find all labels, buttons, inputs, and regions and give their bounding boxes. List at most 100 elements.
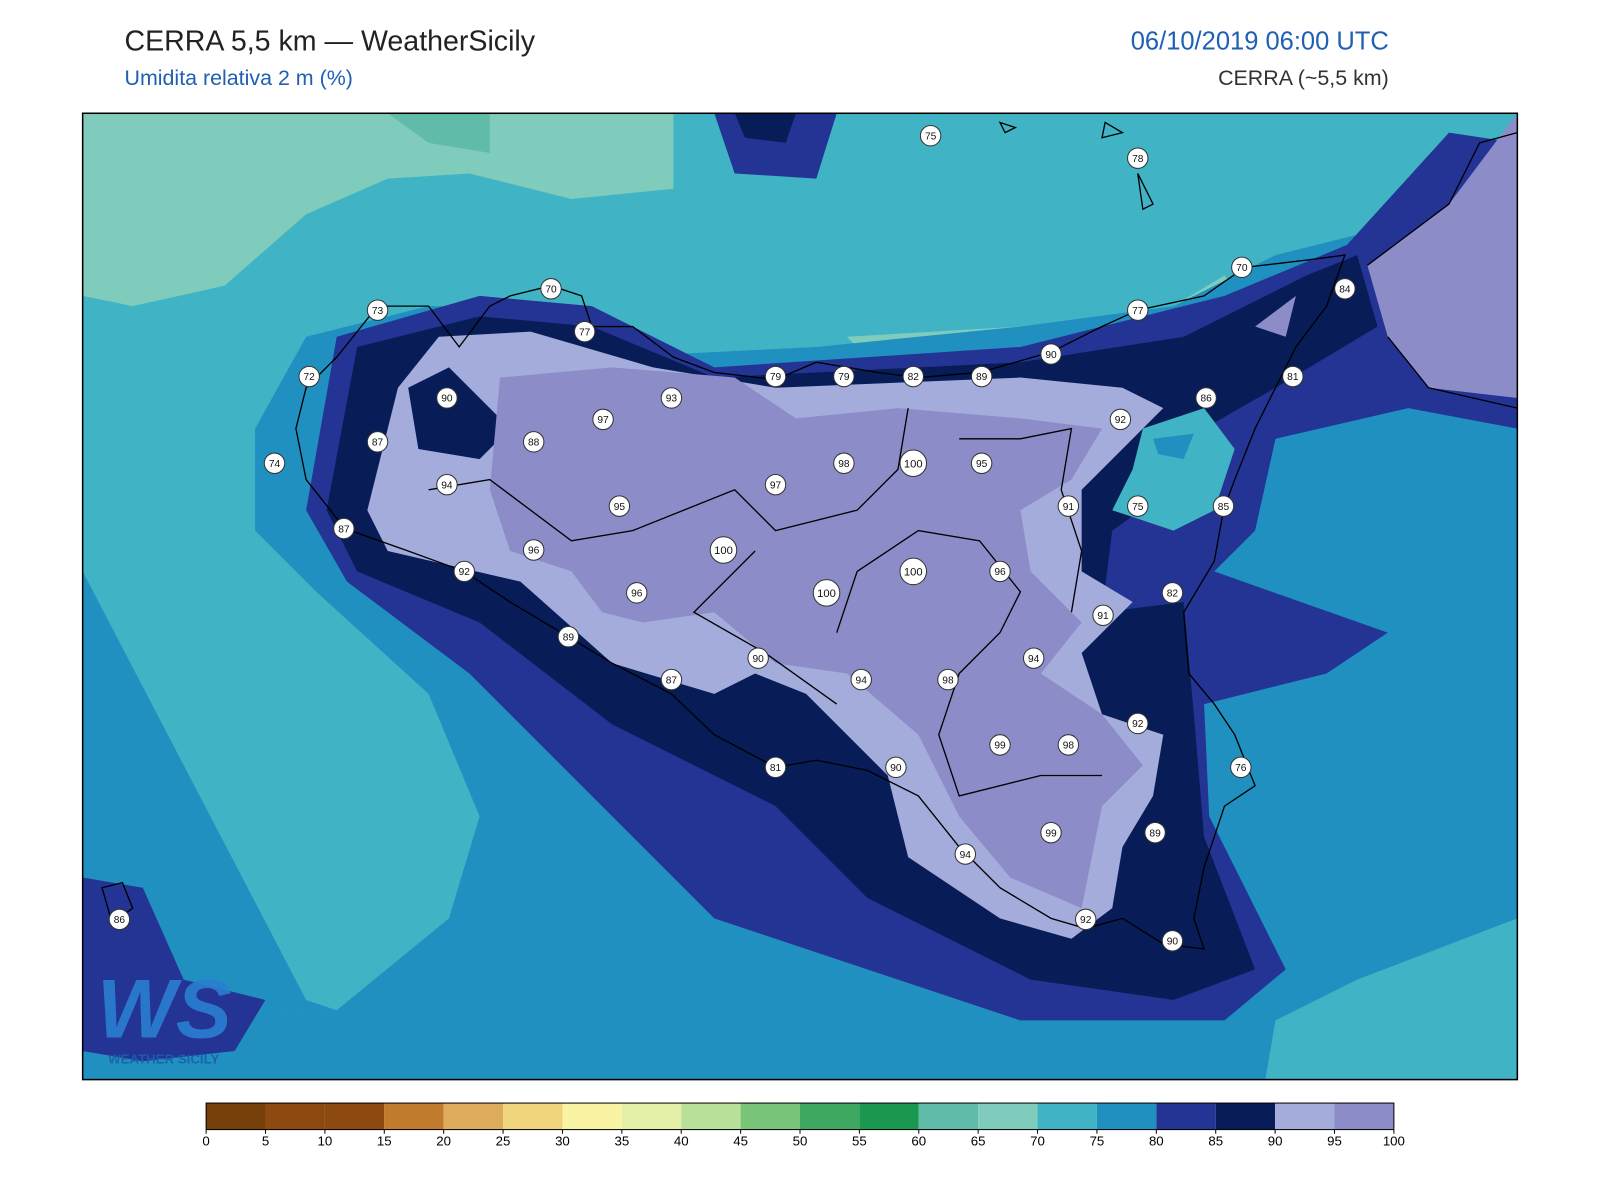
station-marker (989, 734, 1011, 756)
colorbar-tick-label: 15 (377, 1133, 392, 1148)
station-marker (812, 579, 841, 607)
station-value: 89 (1149, 828, 1161, 839)
colorbar-tick-label: 60 (911, 1133, 926, 1148)
station-value: 89 (976, 372, 988, 383)
station-value: 75 (1132, 502, 1144, 513)
colorbar-swatch (1215, 1103, 1276, 1130)
station-value: 77 (579, 327, 591, 338)
station-value: 95 (976, 459, 988, 470)
colorbar-tick-label: 10 (318, 1133, 333, 1148)
station-marker (1127, 147, 1149, 169)
colorbar-tick-label: 65 (971, 1133, 986, 1148)
station-value: 90 (890, 763, 902, 774)
station-marker (1127, 495, 1149, 517)
station-value: 90 (441, 394, 453, 405)
station-marker (108, 908, 131, 931)
station-marker (899, 449, 928, 478)
station-marker (573, 320, 596, 343)
colorbar-swatch (503, 1103, 563, 1130)
colorbar-tick-label: 20 (436, 1133, 451, 1148)
station-marker (298, 365, 320, 388)
station-value: 74 (269, 459, 281, 470)
station-marker (764, 473, 787, 496)
colorbar-tick-label: 30 (555, 1133, 570, 1148)
colorbar-tick-label: 70 (1030, 1133, 1045, 1148)
station-marker (1127, 299, 1149, 321)
colorbar-tick-label: 95 (1327, 1133, 1342, 1148)
station-value: 100 (714, 545, 733, 557)
station-marker (1161, 582, 1184, 604)
contour-band (734, 113, 796, 143)
station-marker (954, 843, 977, 865)
colorbar-swatch (324, 1103, 385, 1130)
station-marker (660, 387, 683, 409)
station-value: 73 (372, 306, 384, 317)
station-marker (263, 452, 286, 474)
colorbar-tick-label: 35 (614, 1133, 629, 1148)
station-value: 92 (1132, 719, 1144, 730)
logo-initials: WS (97, 961, 232, 1055)
station-value: 94 (441, 480, 453, 491)
station-value: 90 (1167, 937, 1179, 948)
station-value: 89 (563, 632, 575, 643)
station-marker (1040, 821, 1062, 844)
colorbar-swatch (206, 1103, 266, 1130)
station-value: 92 (1080, 915, 1092, 926)
station-value: 99 (994, 741, 1006, 752)
colorbar-swatch (918, 1103, 979, 1130)
colorbar-tick-label: 80 (1149, 1133, 1164, 1148)
station-marker (540, 278, 562, 300)
station-marker (747, 647, 769, 669)
station-value: 82 (908, 372, 920, 383)
colorbar-swatch (1156, 1103, 1216, 1130)
station-value: 77 (1132, 306, 1144, 317)
station-marker (366, 299, 389, 321)
colorbar-swatch (681, 1103, 741, 1130)
colorbar-tick-label: 85 (1208, 1133, 1223, 1148)
station-marker (937, 668, 959, 691)
station-value: 97 (597, 415, 609, 426)
station-marker (1161, 930, 1184, 952)
station-marker (608, 495, 631, 517)
station-value: 85 (1218, 502, 1230, 513)
station-marker (333, 517, 355, 540)
station-value: 98 (942, 675, 954, 686)
station-marker (522, 431, 545, 453)
contour-band (387, 113, 490, 154)
station-value: 87 (338, 524, 350, 535)
map-frame (81, 112, 1519, 1081)
station-marker (833, 452, 855, 474)
station-value: 75 (925, 131, 937, 142)
station-marker (626, 582, 648, 604)
contour-band (408, 367, 511, 460)
station-value: 96 (994, 567, 1006, 578)
coastline (428, 408, 1103, 797)
station-marker (902, 365, 924, 388)
station-marker (1057, 495, 1080, 517)
station-marker (1057, 734, 1080, 756)
colorbar-tick-label: 0 (202, 1133, 209, 1148)
colorbar-swatch (384, 1103, 444, 1130)
station-marker (970, 365, 993, 388)
station-marker (1195, 387, 1217, 409)
datetime: 06/10/2019 06:00 UTC (1131, 28, 1389, 56)
station-marker (1127, 712, 1149, 735)
colorbar-swatch (978, 1103, 1038, 1130)
colorbar: 0 5 10 15 20 25 30 35 40 45 50 55 60 65 70 75 80 85 90 95 10… (202, 1102, 1405, 1148)
station-value: 86 (114, 915, 126, 926)
station-marker (1282, 365, 1304, 388)
logo-name: WEATHER SICILY (108, 1052, 219, 1067)
station-marker (453, 560, 475, 583)
station-value: 92 (459, 567, 471, 578)
subtitle: Umidita relativa 2 m (%) (124, 66, 352, 90)
station-marker (1231, 256, 1253, 279)
station-value: 81 (1287, 372, 1299, 383)
station-value: 84 (1339, 284, 1351, 295)
colorbar-tick-label: 100 (1383, 1133, 1405, 1148)
station-marker (1109, 408, 1132, 431)
station-marker (1334, 278, 1356, 300)
coastline (101, 881, 134, 925)
map: 75 78 70 84 70 73 77 77 72 90 79 79 82 89 81 90 93 86 97 92… (82, 113, 1518, 1080)
station-marker (1230, 756, 1252, 779)
